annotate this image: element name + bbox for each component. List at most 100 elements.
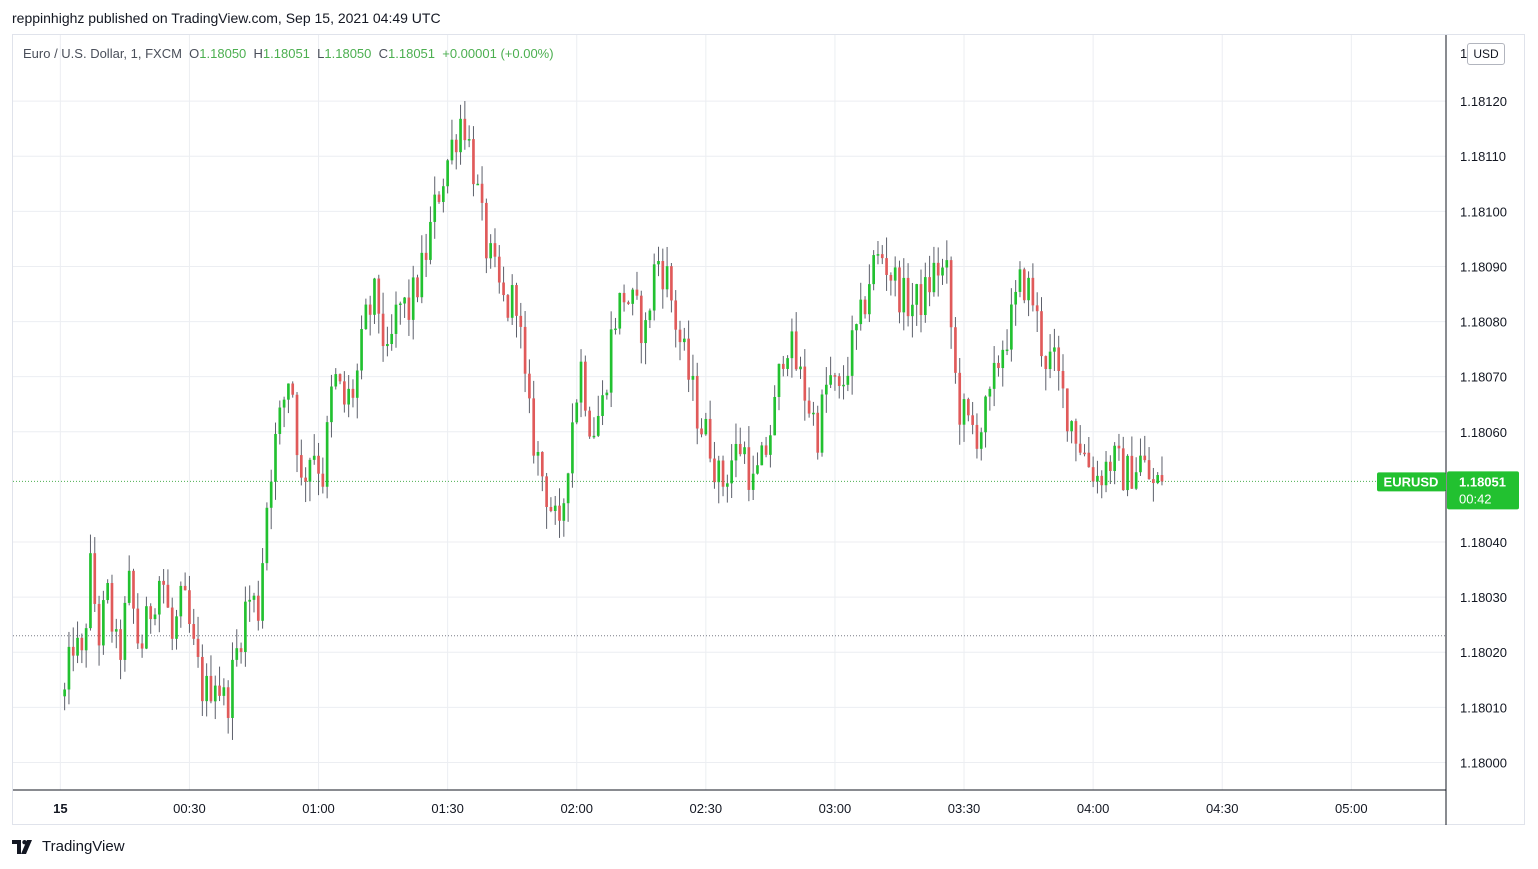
candle-body-down <box>1061 370 1065 389</box>
candle <box>338 373 342 385</box>
candle-body-up <box>665 266 669 290</box>
candle <box>416 274 419 303</box>
candle-body-up <box>566 473 570 504</box>
candle <box>850 315 854 395</box>
candle-body-up <box>347 388 350 405</box>
symbol-tag-bg <box>1377 472 1446 492</box>
candle-body-down <box>545 476 548 507</box>
candle-body-down <box>1143 455 1147 461</box>
candle <box>971 401 974 435</box>
candle-body-down <box>381 313 385 347</box>
bar-countdown: 00:42 <box>1459 491 1492 506</box>
candle-body-up <box>592 435 596 438</box>
candle-body-up <box>489 243 493 259</box>
candle <box>738 427 742 457</box>
candle-body-down <box>721 460 725 487</box>
candle <box>566 472 570 522</box>
candle-body-down <box>1117 445 1121 449</box>
candle <box>269 469 273 530</box>
candle <box>166 569 170 609</box>
candle <box>510 274 514 325</box>
publisher-line: reppinhighz published on TradingView.com… <box>12 10 441 26</box>
candle <box>502 266 505 302</box>
candle <box>889 272 893 296</box>
candle-body-up <box>252 595 256 600</box>
footer-brand-label: TradingView <box>42 838 125 855</box>
candle <box>803 349 807 421</box>
candle-body-down <box>1057 347 1061 371</box>
candle-body-down <box>502 282 505 296</box>
candle-body-up <box>459 118 462 153</box>
candle-body-down <box>678 329 682 343</box>
candle-body-down <box>166 584 170 608</box>
candle <box>472 126 475 197</box>
candle <box>721 455 725 497</box>
candle <box>1113 442 1116 485</box>
last-price-tag: EURUSD 1.18051 00:42 <box>1377 471 1519 510</box>
candle <box>213 675 217 720</box>
candle-body-down <box>201 656 204 702</box>
candle <box>1018 261 1022 298</box>
candle <box>321 457 325 494</box>
candle-body-up <box>231 659 234 718</box>
candle <box>506 293 510 322</box>
candle-body-down <box>472 139 475 185</box>
candle-body-down <box>584 361 587 411</box>
candle-body-down <box>898 267 901 313</box>
candle-body-up <box>1014 291 1018 305</box>
candle <box>1152 467 1155 502</box>
candle <box>846 356 850 392</box>
time-axis: 15 00:30 01:00 01:30 02:00 02:30 03:00 03:30 04:… <box>53 801 1367 816</box>
candle <box>1040 297 1043 367</box>
candle-body-up <box>433 194 437 222</box>
candle <box>63 682 66 711</box>
candle <box>682 327 686 351</box>
candle <box>295 392 299 473</box>
candle <box>1156 472 1160 485</box>
candle-body-up <box>614 328 617 331</box>
candle-body-up <box>355 370 359 398</box>
currency-badge[interactable]: USD <box>1467 43 1505 65</box>
candle <box>407 279 411 336</box>
candle <box>1065 388 1069 442</box>
candle-body-down <box>1147 460 1151 480</box>
candle <box>467 125 471 148</box>
candle <box>1048 334 1052 379</box>
candle-body-up <box>1018 269 1022 292</box>
candle-body-down <box>1035 305 1039 312</box>
footer-brand[interactable]: TradingView <box>12 838 125 855</box>
candle <box>1100 470 1104 499</box>
candle-body-down <box>966 399 970 416</box>
candle-body-up <box>67 646 71 690</box>
candle <box>239 642 243 664</box>
candle <box>515 282 518 338</box>
candle-body-up <box>562 503 566 521</box>
candle <box>691 354 695 401</box>
candle <box>928 255 931 307</box>
candle <box>312 434 316 465</box>
candle <box>558 488 561 538</box>
candle <box>433 176 437 239</box>
candle <box>837 373 841 399</box>
candle-body-up <box>63 689 66 697</box>
candle-body-down <box>1087 452 1091 468</box>
candle-body-down <box>532 398 536 456</box>
candle <box>1057 335 1061 391</box>
candle-body-down <box>377 278 381 314</box>
candle-body-down <box>497 256 501 283</box>
candle <box>592 417 596 439</box>
candle-body-down <box>1083 452 1086 455</box>
candle-body-up <box>726 483 729 487</box>
candle-body-down <box>639 295 643 344</box>
time-tick-label: 01:30 <box>431 801 464 816</box>
candle <box>842 365 845 400</box>
price-tick-label: 1.18100 <box>1460 204 1507 219</box>
candle <box>1126 454 1129 497</box>
time-tick-label: 04:00 <box>1077 801 1110 816</box>
candle <box>1117 433 1121 461</box>
candle-body-up <box>799 366 802 370</box>
candle <box>601 380 604 426</box>
candle-body-down <box>295 394 299 456</box>
candle <box>984 395 987 448</box>
